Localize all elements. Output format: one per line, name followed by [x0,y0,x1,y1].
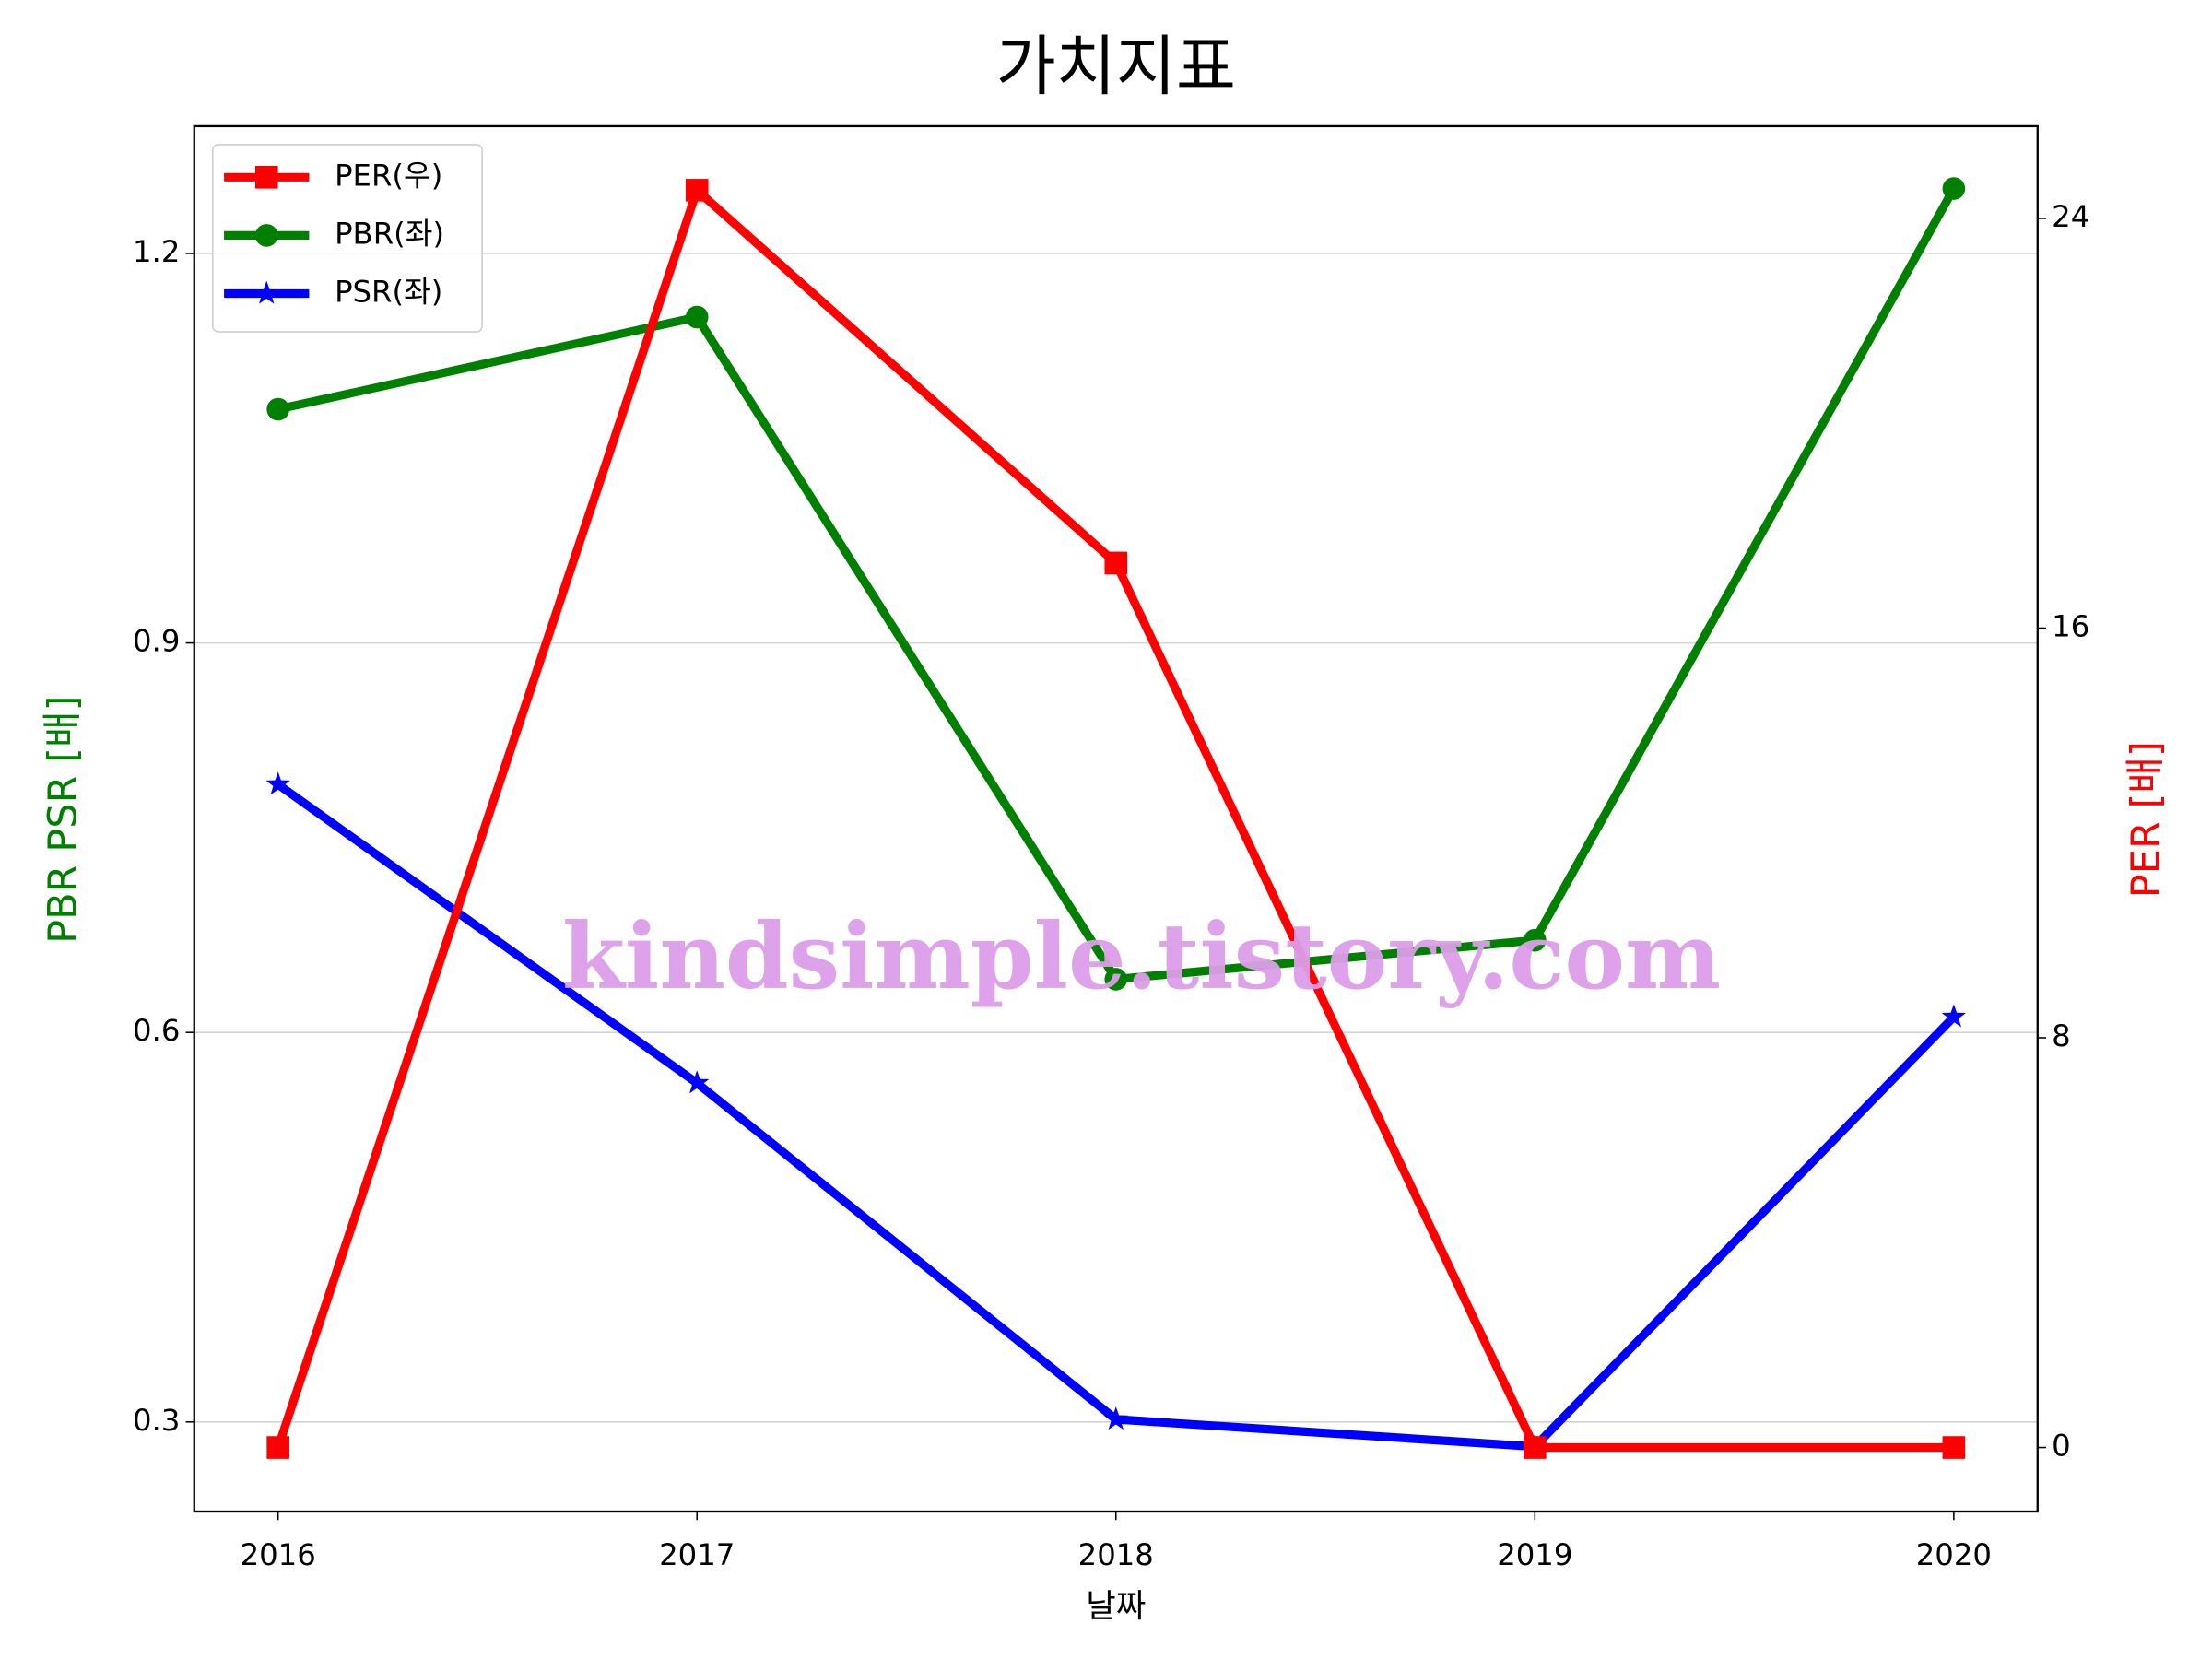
legend: PER(우) PBR(좌) PSR(좌) [212,144,483,333]
chart-title: 가치지표 [996,28,1236,104]
x-tick-label: 2016 [241,1537,316,1572]
plot-frame [193,124,2039,1513]
x-tick-label: 2018 [1078,1537,1154,1572]
y2-tick-label: 0 [2052,1429,2071,1464]
y2-tick-label: 16 [2052,608,2089,643]
marker [254,224,278,247]
watermark: kindsimple.tistory.com [562,904,1722,1010]
y-tick-label: 0.3 [133,1403,180,1438]
marker [266,1436,289,1459]
marker [685,179,709,202]
x-tick-label: 2017 [659,1537,735,1572]
marker [254,280,279,304]
marker [265,771,290,795]
y-tick-label: 0.6 [133,1013,180,1048]
marker [1103,1406,1128,1430]
y2-tick-label: 24 [2052,199,2089,234]
y-axis-label: PBR PSR [배] [40,696,86,944]
marker [1941,1004,1967,1028]
marker [685,1070,710,1094]
marker [1524,1436,1547,1459]
marker [1524,928,1547,952]
marker [266,397,289,421]
marker [685,305,709,329]
marker [254,166,278,189]
y2-tick-label: 8 [2052,1018,2071,1053]
legend-label: PSR(좌) [335,274,442,309]
legend-label: PER(우) [335,158,442,193]
x-tick-label: 2019 [1497,1537,1572,1572]
y-tick-label: 0.9 [133,624,180,659]
y2-axis-label: PER [배] [2123,741,2169,898]
y-tick-label: 1.2 [133,234,180,269]
marker [1942,1436,1966,1459]
marker [1104,968,1128,991]
legend-label: PBR(좌) [335,216,444,251]
marker [1104,551,1128,575]
legend-box [212,144,483,333]
x-tick-label: 2020 [1916,1537,1992,1572]
x-axis-label: 날짜 [1086,1588,1146,1626]
marker [1942,177,1966,200]
